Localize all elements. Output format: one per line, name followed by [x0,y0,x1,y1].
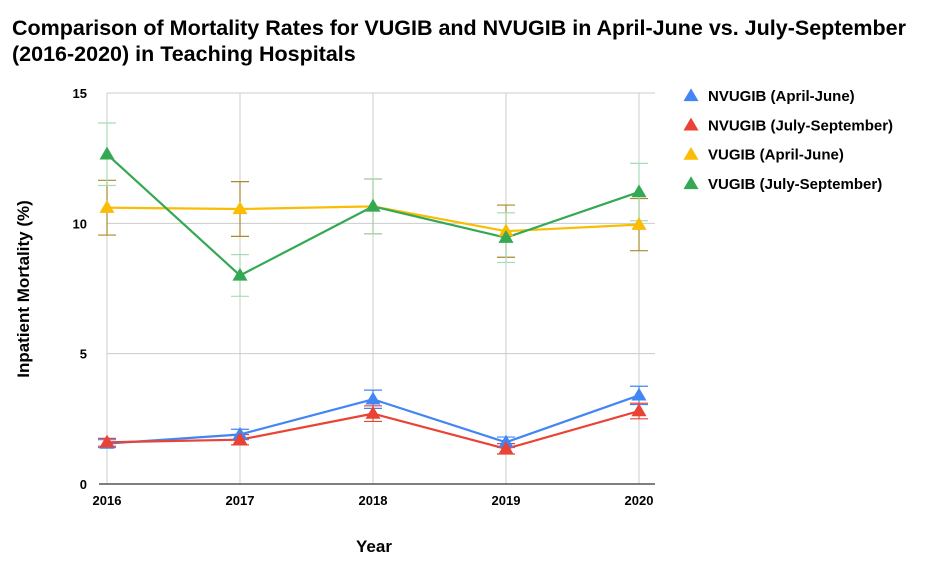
legend-marker [683,88,699,102]
data-point [631,403,647,417]
data-point [498,223,514,237]
legend-item: VUGIB (July-September) [683,176,882,193]
data-point [232,432,248,445]
legend-label: NVUGIB (July-September) [708,117,893,134]
data-point [232,267,248,281]
legend-label: NVUGIB (April-June) [708,88,855,105]
data-point [631,387,647,401]
gridlines [106,92,655,484]
data-point [631,216,647,230]
x-tick-label: 2020 [625,493,654,508]
data-point [498,434,514,448]
data-point [99,434,115,448]
data-point [232,201,248,215]
data-point [99,146,115,160]
y-axis-title: Inpatient Mortality (%) [14,200,33,378]
y-tick-label: 0 [80,477,87,492]
data-point [498,230,514,243]
y-tick-label: 15 [73,86,87,101]
x-axis-title: Year [356,537,392,556]
y-tick-label: 10 [73,216,87,231]
data-point [498,441,514,454]
legend-item: VUGIB (April-June) [683,146,844,164]
legend: NVUGIB (April-June) NVUGIB (July-Septembe… [683,88,893,193]
chart-title: Comparison of Mortality Rates for VUGIB … [12,16,906,66]
y-tick-label: 5 [80,347,87,362]
legend-marker [683,176,699,190]
data-point [365,405,381,419]
legend-label: VUGIB (April-June) [708,147,844,164]
x-tick-label: 2016 [93,493,122,508]
x-tick-label: 2019 [492,493,521,508]
data-points [99,146,647,454]
data-point [631,184,647,198]
legend-marker [683,117,699,131]
legend-marker [683,146,699,160]
legend-item: NVUGIB (July-September) [683,117,893,134]
data-point [99,200,115,213]
x-tick-label: 2018 [359,493,388,508]
data-point [365,198,381,212]
legend-label: VUGIB (July-September) [708,176,882,193]
axes: 0 5 10 15 2016 2017 2018 2019 2020 [73,86,655,508]
data-point [365,391,381,405]
legend-item: NVUGIB (April-June) [683,88,855,105]
x-tick-label: 2017 [226,493,255,508]
